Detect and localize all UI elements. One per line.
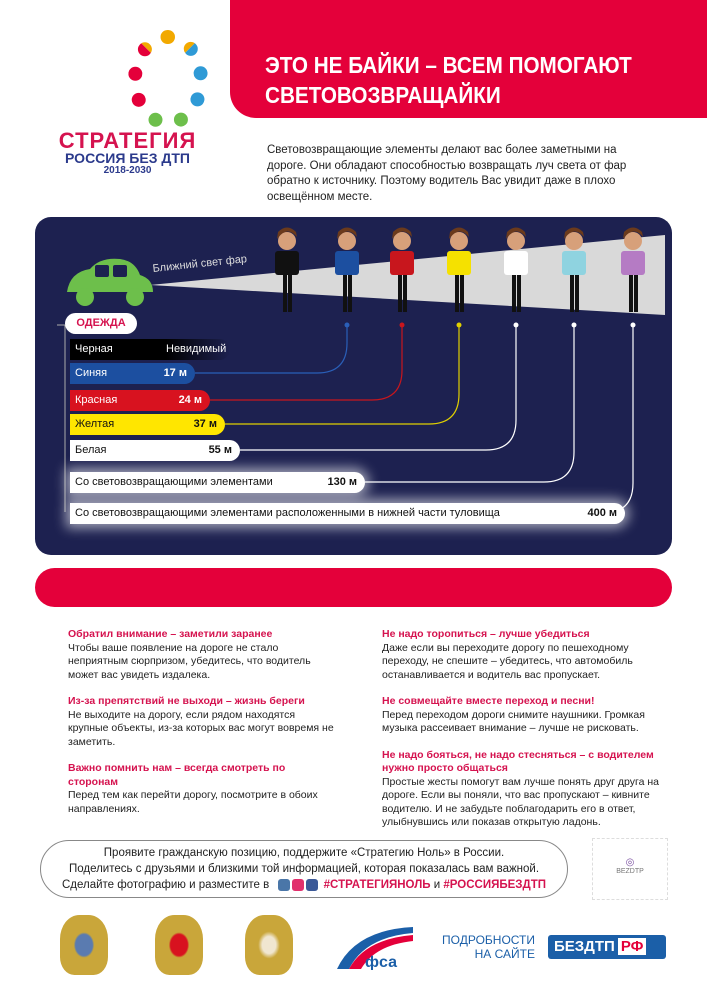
clothing-row: Белая 55 м (70, 440, 240, 461)
visibility-panel: Ближний свет фар ОДЕЖДА Черная Невидимый С… (35, 217, 672, 555)
clothing-row: Красная 24 м (70, 390, 210, 411)
distance-connector (225, 325, 460, 425)
distance-connector (602, 325, 634, 514)
tip-title: Из-за препятствий не выходи – жизнь бере… (68, 695, 305, 707)
row-distance: 37 м (193, 418, 217, 430)
intro-text: Световозвращающие элементы делают вас бо… (267, 144, 627, 203)
tip-title: Не надо торопиться – лучше убедиться (382, 628, 590, 640)
connector-dot (456, 322, 462, 328)
hashtag-strategy[interactable]: #СТРАТЕГИЯНОЛЬ (323, 879, 431, 891)
pedestrian-figure (275, 227, 299, 312)
distance-connector (210, 325, 403, 401)
row-distance: Невидимый (166, 343, 227, 355)
svg-text:фса: фса (365, 954, 397, 970)
connector-dot (399, 322, 405, 328)
tip-text: Простые жесты помогут вам лучше понять д… (382, 775, 659, 829)
tip-item: Из-за препятствий не выходи – жизнь бере… (68, 695, 338, 749)
facebook-icon[interactable] (306, 878, 319, 891)
row-distance: 55 м (208, 444, 232, 456)
logo-zero-mark (128, 30, 208, 130)
tip-text: Даже если вы переходите дорогу по пешехо… (382, 641, 633, 681)
distance-connector (365, 325, 575, 483)
cta-line3: Сделайте фотографию и разместите в (61, 879, 270, 891)
pedestrian-figure (390, 227, 414, 312)
ministry-transport-emblem (60, 915, 108, 975)
logo-line3: 2018-2030 (103, 165, 152, 176)
pedestrian-figure (562, 227, 586, 312)
row-bracket (57, 324, 66, 512)
call-to-action: Проявите гражданскую позицию, поддержите… (40, 840, 568, 898)
clothing-row: Со световозвращающими элементами располо… (70, 503, 625, 524)
connector-dot (344, 322, 350, 328)
row-label: Со световозвращающими элементами располо… (75, 507, 500, 519)
site-name: БЕЗДТП (554, 938, 615, 955)
page-title: ЭТО НЕ БАЙКИ – ВСЕМ ПОМОГАЮТ СВЕТОВОЗВРА… (265, 52, 632, 108)
fsa-logo: фса (337, 927, 413, 970)
tip-item: Не надо торопиться – лучше убедиться Даже… (382, 628, 667, 682)
clothing-row: Со световозвращающими элементами 130 м (70, 472, 365, 493)
row-label: Белая (75, 444, 107, 456)
row-label: Со световозвращающими элементами (75, 476, 273, 488)
distance-connector (240, 325, 517, 451)
instagram-icon: ◎ (625, 857, 635, 868)
traffic-police-emblem (245, 915, 293, 975)
tip-text: Перед тем как перейти дорогу, посмотрите… (68, 789, 318, 815)
vk-icon[interactable] (278, 878, 291, 891)
ministry-interior-emblem (155, 915, 203, 975)
tip-title: Не совмещайте вместе переход и песни! (382, 695, 595, 707)
pedestrian-figure (335, 227, 359, 312)
row-label: Синяя (75, 367, 108, 379)
pedestrian-figure (447, 227, 471, 312)
cta-line1: Проявите гражданскую позицию, поддержите… (103, 847, 505, 859)
cta-line2: Поделитесь с друзьями и близкими той инф… (68, 863, 540, 875)
cta-and: и (433, 879, 441, 891)
visibility-graphic: Ближний свет фар (57, 227, 665, 514)
strategy-logo: СТРАТЕГИЯ РОССИЯ БЕЗ ДТП 2018-2030 (40, 30, 215, 180)
beam-label: Ближний свет фар (152, 253, 248, 275)
distance-connector (195, 325, 348, 374)
tips-right: Не надо торопиться – лучше убедиться Даже… (382, 628, 667, 843)
site-link[interactable]: БЕЗДТП РФ (548, 935, 666, 959)
tip-title: Важно помнить нам – всегда смотреть по с… (68, 762, 286, 788)
more-info-label: ПОДРОБНОСТИ НА САЙТЕ (442, 933, 535, 961)
tip-item: Важно помнить нам – всегда смотреть по с… (68, 762, 338, 816)
clothing-row: Черная Невидимый (70, 339, 230, 360)
tip-text: Перед переходом дороги снимите наушники.… (382, 708, 645, 735)
tip-item: Не надо бояться, не надо стесняться – с … (382, 749, 667, 830)
row-distance: 24 м (178, 394, 202, 406)
tip-title: Не надо бояться, не надо стесняться – с … (382, 748, 654, 775)
car-icon (67, 258, 153, 306)
tip-text: Не выходите на дорогу, если рядом находя… (68, 708, 334, 748)
tip-text: Чтобы ваше появление на дороге не стало … (68, 641, 311, 681)
pedestrian-figure (504, 227, 528, 312)
instagram-icon[interactable] (292, 878, 305, 891)
row-label: Желтая (75, 418, 115, 430)
clothing-header: ОДЕЖДА (65, 313, 137, 334)
row-label: Черная (75, 343, 113, 355)
clothing-row: Синяя 17 м (70, 363, 195, 384)
pedestrian-figure (621, 227, 645, 312)
connector-dot (513, 322, 519, 328)
header-banner (230, 0, 707, 118)
row-distance: 400 м (587, 507, 617, 519)
tip-title: Обратил внимание – заметили заранее (68, 628, 273, 640)
connector-dot (630, 322, 636, 328)
instagram-code[interactable]: ◎ BEZDTP (592, 838, 668, 900)
tip-item: Не совмещайте вместе переход и песни! Пер… (382, 695, 667, 736)
site-suffix: РФ (617, 938, 647, 955)
row-distance: 17 м (163, 367, 187, 379)
tips-left: Обратил внимание – заметили заранее Чтобы… (68, 628, 338, 829)
row-distance: 130 м (327, 476, 357, 488)
red-divider-bar (35, 568, 672, 607)
logo-line2: РОССИЯ БЕЗ ДТП (65, 150, 190, 166)
hashtag-russia[interactable]: #РОССИЯБЕЗДТП (443, 879, 546, 891)
connector-dot (571, 322, 577, 328)
logo-line1: СТРАТЕГИЯ (58, 128, 197, 153)
qr-label: BEZDTP (616, 868, 644, 875)
clothing-row: Желтая 37 м (70, 414, 225, 435)
tip-item: Обратил внимание – заметили заранее Чтобы… (68, 628, 338, 682)
row-label: Красная (75, 394, 118, 406)
